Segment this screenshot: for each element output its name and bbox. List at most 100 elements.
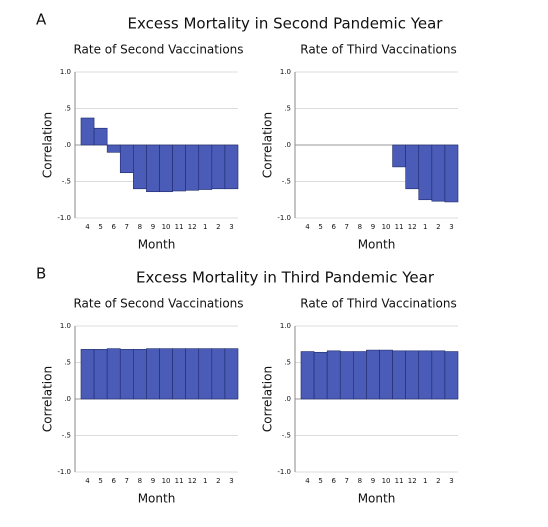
x-tick-label: 10	[382, 223, 391, 231]
x-tick-label: 4	[305, 477, 310, 485]
bar	[119, 349, 134, 400]
bar	[198, 144, 213, 190]
bar	[211, 144, 226, 190]
y-axis-label: Correlation	[261, 112, 275, 178]
bar	[313, 351, 328, 400]
x-tick-label: 3	[229, 477, 233, 485]
chart-subtitle: Rate of Second Vaccinations	[73, 297, 243, 311]
x-tick-label: 3	[449, 477, 453, 485]
x-tick-label: 6	[111, 223, 116, 231]
bar	[119, 144, 134, 174]
x-tick-label: 7	[345, 223, 349, 231]
x-tick-label: 5	[318, 223, 322, 231]
x-tick-label: 7	[125, 477, 129, 485]
x-tick-label: 5	[98, 223, 102, 231]
x-tick-label: 12	[188, 477, 197, 485]
section-label: A	[36, 11, 47, 29]
x-tick-label: 4	[305, 223, 310, 231]
bar	[93, 127, 108, 146]
x-tick-label: 4	[85, 223, 90, 231]
bar	[353, 351, 367, 400]
x-tick-label: 10	[162, 223, 171, 231]
bar	[106, 348, 121, 400]
x-tick-label: 2	[436, 477, 440, 485]
bar	[418, 144, 433, 201]
y-tick-label: -1.0	[277, 468, 291, 476]
bar	[146, 144, 160, 193]
x-tick-label: 1	[423, 477, 427, 485]
bar	[431, 350, 446, 400]
section-title: Excess Mortality in Second Pandemic Year	[128, 15, 444, 33]
x-tick-label: 2	[436, 223, 440, 231]
bar	[159, 144, 173, 193]
x-tick-label: 9	[151, 477, 155, 485]
y-tick-label: .0	[64, 141, 71, 149]
x-tick-label: 9	[371, 477, 375, 485]
y-tick-label: .5	[64, 359, 71, 367]
bar	[106, 144, 121, 153]
x-tick-label: 11	[175, 223, 184, 231]
x-tick-label: 12	[408, 223, 417, 231]
y-tick-label: .5	[284, 105, 291, 113]
x-tick-label: 1	[203, 477, 207, 485]
y-tick-label: .5	[64, 105, 71, 113]
x-tick-label: 8	[138, 477, 142, 485]
chart-subtitle: Rate of Third Vaccinations	[300, 297, 457, 311]
bar	[444, 144, 459, 203]
chart-subtitle: Rate of Third Vaccinations	[300, 43, 457, 57]
section-title: Excess Mortality in Third Pandemic Year	[136, 269, 435, 287]
x-tick-label: 2	[216, 223, 220, 231]
bar	[444, 351, 459, 400]
bar	[392, 144, 406, 168]
bar	[146, 348, 160, 400]
x-tick-label: 8	[358, 223, 362, 231]
y-axis-label: Correlation	[41, 112, 55, 178]
y-tick-label: 1.0	[60, 322, 71, 330]
y-axis-label: Correlation	[261, 366, 275, 432]
x-tick-label: 11	[175, 477, 184, 485]
x-tick-label: 7	[345, 477, 349, 485]
chart-subtitle: Rate of Second Vaccinations	[73, 43, 243, 57]
x-tick-label: 12	[188, 223, 197, 231]
y-tick-label: .0	[284, 141, 291, 149]
bar	[198, 348, 213, 400]
bar	[185, 144, 200, 191]
bar	[80, 349, 95, 400]
bar	[211, 348, 226, 400]
bar	[172, 144, 186, 192]
x-tick-label: 4	[85, 477, 90, 485]
bar	[405, 350, 420, 400]
x-tick-label: 12	[408, 477, 417, 485]
y-tick-label: -.5	[62, 178, 71, 186]
x-tick-label: 9	[371, 223, 375, 231]
x-tick-label: 1	[423, 223, 427, 231]
y-tick-label: .0	[284, 395, 291, 403]
bar	[300, 351, 315, 400]
x-tick-label: 6	[111, 477, 116, 485]
x-tick-label: 6	[331, 477, 336, 485]
x-tick-label: 7	[125, 223, 129, 231]
bar	[133, 349, 147, 400]
x-axis-label: Month	[358, 238, 396, 252]
y-tick-label: -.5	[282, 178, 291, 186]
bar	[418, 350, 433, 400]
y-tick-label: .0	[64, 395, 71, 403]
y-tick-label: -1.0	[57, 214, 71, 222]
bar	[339, 351, 354, 400]
y-tick-label: 1.0	[60, 68, 71, 76]
y-tick-label: .5	[284, 359, 291, 367]
bar	[431, 144, 446, 202]
bar	[224, 144, 239, 190]
bar	[172, 348, 186, 400]
y-tick-label: 1.0	[280, 322, 291, 330]
bar	[185, 348, 200, 400]
bar	[159, 348, 173, 400]
bar	[326, 350, 341, 400]
x-tick-label: 11	[395, 477, 404, 485]
y-tick-label: -1.0	[277, 214, 291, 222]
y-tick-label: -.5	[62, 432, 71, 440]
x-tick-label: 1	[203, 223, 207, 231]
y-axis-label: Correlation	[41, 366, 55, 432]
bar	[405, 144, 420, 190]
